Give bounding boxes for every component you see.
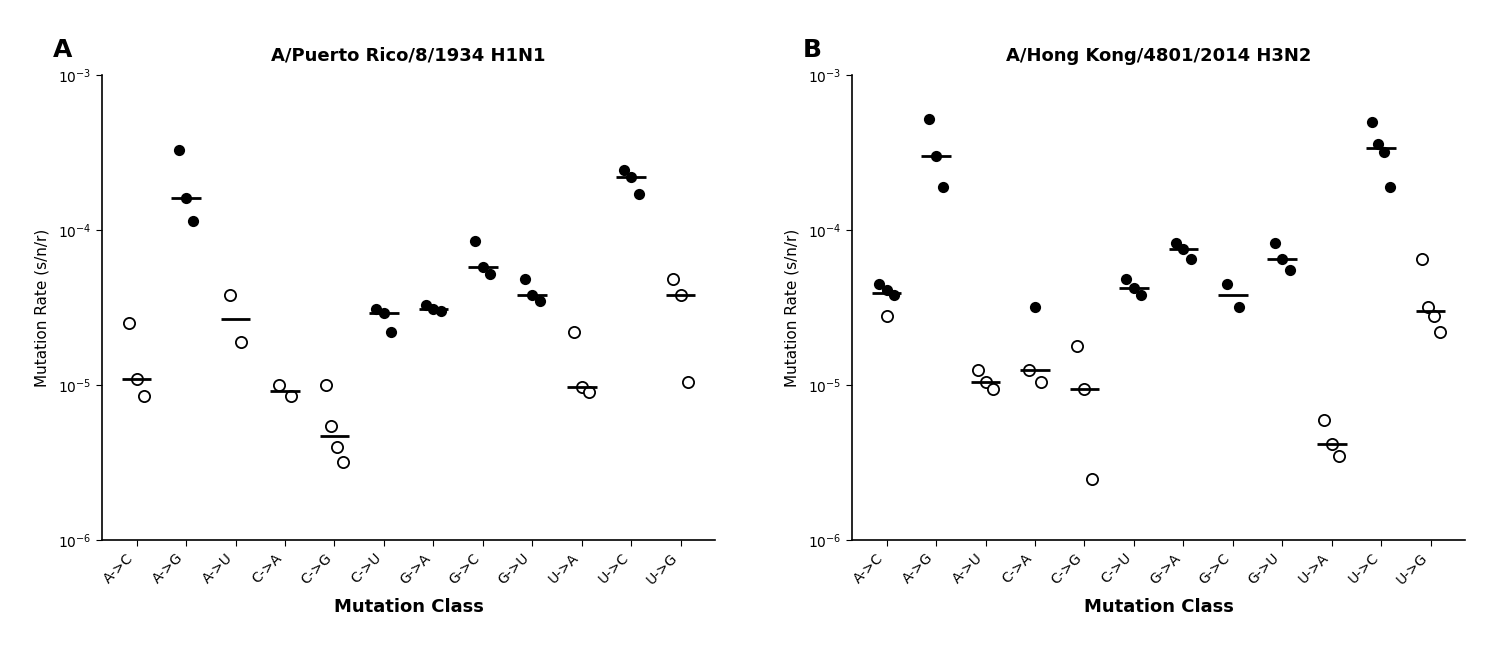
Point [981, 383, 1005, 394]
Point [471, 262, 495, 272]
Point [1428, 327, 1452, 337]
Point [372, 309, 396, 319]
Point [380, 327, 404, 337]
Point [932, 182, 956, 192]
Point [528, 296, 552, 306]
Y-axis label: Mutation Rate (s/n/r): Mutation Rate (s/n/r) [34, 229, 50, 387]
Point [1328, 450, 1352, 461]
Point [1023, 301, 1047, 312]
Point [1372, 146, 1396, 157]
Point [520, 290, 544, 301]
Point [669, 290, 693, 301]
Point [1320, 439, 1344, 449]
Point [230, 337, 254, 347]
Point [1422, 311, 1446, 321]
Point [314, 380, 338, 391]
Point [1130, 290, 1154, 301]
Point [974, 377, 998, 387]
Point [174, 193, 198, 204]
Point [117, 318, 141, 329]
Text: A: A [53, 38, 72, 62]
Point [1360, 117, 1384, 127]
Point [422, 304, 446, 314]
Point [1164, 238, 1188, 249]
Point [1416, 301, 1440, 312]
Point [364, 304, 388, 314]
X-axis label: Mutation Class: Mutation Class [333, 598, 483, 616]
Point [882, 290, 906, 301]
Point [1215, 279, 1239, 289]
Point [414, 299, 438, 310]
Point [320, 421, 344, 431]
Point [1227, 301, 1251, 312]
Point [1410, 254, 1434, 264]
Point [132, 391, 156, 402]
Point [874, 285, 898, 296]
Point [1312, 415, 1336, 425]
Point [326, 442, 350, 452]
Point [662, 274, 686, 284]
Point [874, 311, 898, 321]
Point [429, 306, 453, 316]
Point [1378, 182, 1402, 192]
Text: B: B [802, 38, 822, 62]
Point [620, 172, 644, 182]
Point [1263, 238, 1287, 249]
Point [1080, 473, 1104, 484]
X-axis label: Mutation Class: Mutation Class [1083, 598, 1233, 616]
Point [1072, 383, 1096, 394]
Point [570, 381, 594, 392]
Point [676, 377, 700, 387]
Point [1179, 254, 1203, 264]
Point [1172, 244, 1196, 255]
Point [1065, 340, 1089, 351]
Point [1114, 274, 1138, 284]
Point [1017, 365, 1041, 376]
Point [924, 151, 948, 161]
Point [612, 165, 636, 175]
Title: A/Puerto Rico/8/1934 H1N1: A/Puerto Rico/8/1934 H1N1 [272, 47, 546, 65]
Point [513, 274, 537, 284]
Point [217, 290, 242, 301]
Point [562, 327, 586, 337]
Point [1278, 265, 1302, 275]
Point [916, 114, 940, 124]
Point [867, 279, 891, 289]
Point [1029, 377, 1053, 387]
Title: A/Hong Kong/4801/2014 H3N2: A/Hong Kong/4801/2014 H3N2 [1007, 47, 1311, 65]
Point [578, 387, 602, 398]
Point [332, 457, 356, 467]
Point [1122, 283, 1146, 294]
Point [182, 215, 206, 226]
Y-axis label: Mutation Rate (s/n/r): Mutation Rate (s/n/r) [784, 229, 800, 387]
Point [966, 365, 990, 376]
Point [166, 145, 190, 155]
Point [124, 374, 148, 384]
Point [1270, 254, 1294, 264]
Point [1366, 139, 1390, 149]
Point [627, 189, 651, 199]
Point [464, 236, 488, 246]
Point [267, 380, 291, 391]
Point [478, 269, 502, 279]
Point [279, 391, 303, 402]
